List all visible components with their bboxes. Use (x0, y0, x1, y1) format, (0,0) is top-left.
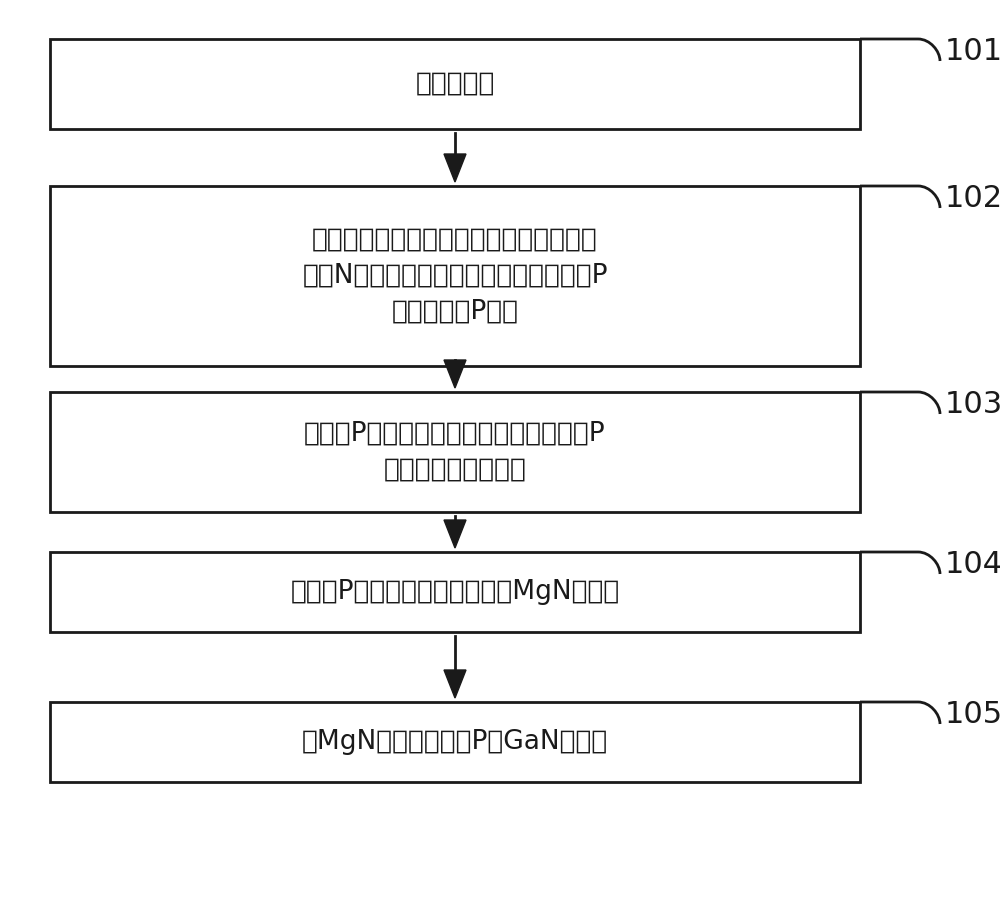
Polygon shape (444, 154, 466, 182)
Text: 在MgN岛状物上生长P型GaN填平层: 在MgN岛状物上生长P型GaN填平层 (302, 729, 608, 755)
Bar (50, 392, 860, 512)
Text: 105: 105 (945, 700, 1000, 729)
Polygon shape (444, 670, 466, 698)
Text: 104: 104 (945, 550, 1000, 579)
Text: 在高温P型层的粗化表面上形成MgN岛状物: 在高温P型层的粗化表面上形成MgN岛状物 (290, 579, 620, 605)
Bar (50, 186, 860, 366)
Polygon shape (444, 360, 466, 388)
Text: 102: 102 (945, 184, 1000, 213)
Text: 103: 103 (945, 390, 1000, 419)
Text: 在衬底上依次生长低温缓冲层、高温缓冲
层、N型层、有源层、电子阻挡层、低温P
型层和高温P型层: 在衬底上依次生长低温缓冲层、高温缓冲 层、N型层、有源层、电子阻挡层、低温P 型… (302, 227, 608, 325)
Bar (50, 552, 860, 632)
Text: 对高温P型层的表面进行预处理，在高温P
型层上形成粗化表面: 对高温P型层的表面进行预处理，在高温P 型层上形成粗化表面 (304, 421, 606, 483)
Text: 提供一衬底: 提供一衬底 (415, 71, 495, 97)
Bar (50, 39, 860, 129)
Text: 101: 101 (945, 37, 1000, 66)
Bar (50, 702, 860, 782)
Polygon shape (444, 520, 466, 548)
